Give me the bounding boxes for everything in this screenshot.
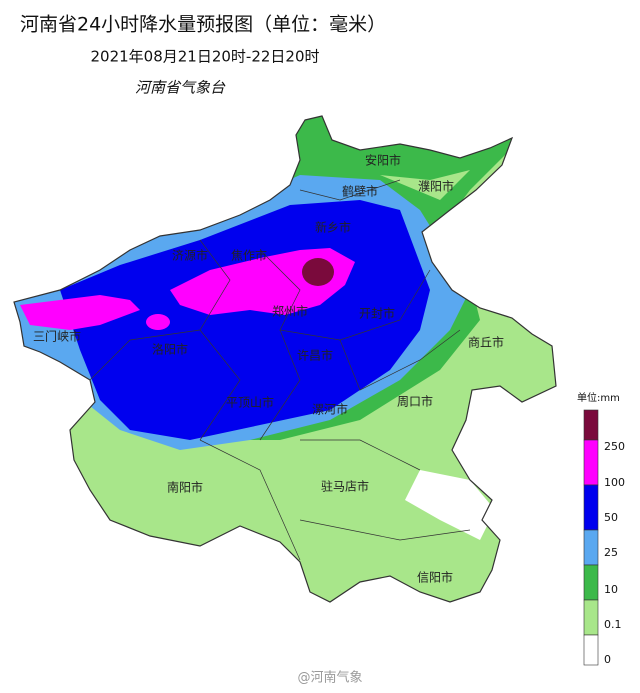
legend-label: 25 [604, 546, 618, 559]
city-label: 焦作市 [231, 248, 267, 263]
legend-swatch [583, 409, 599, 441]
legend-swatch [583, 529, 599, 566]
legend-swatch [583, 564, 599, 601]
city-label: 新乡市 [315, 220, 351, 235]
city-label: 开封市 [359, 306, 395, 321]
city-label: 濮阳市 [418, 179, 454, 194]
legend-label: 250 [604, 440, 625, 453]
title: 河南省24小时降水量预报图（单位：毫米） [20, 14, 386, 36]
legend-swatch [583, 599, 599, 636]
city-label: 济源市 [172, 248, 208, 263]
issuer: 河南省气象台 [135, 79, 226, 97]
city-label: 商丘市 [468, 335, 504, 350]
legend-label: 0 [604, 653, 611, 666]
city-label: 平顶山市 [226, 395, 274, 410]
city-label: 许昌市 [297, 348, 333, 363]
city-label: 安阳市 [365, 153, 401, 168]
subtitle: 2021年08月21日20时-22日20时 [90, 48, 319, 66]
city-label: 漯河市 [312, 402, 348, 417]
city-label: 信阳市 [417, 570, 453, 585]
city-label: 郑州市 [272, 304, 308, 319]
legend-unit: 单位:mm [577, 391, 620, 404]
legend-label: 100 [604, 476, 625, 489]
city-label: 周口市 [397, 394, 433, 409]
watermark: @河南气象 [297, 670, 362, 686]
city-label: 三门峡市 [33, 329, 81, 344]
legend-label: 10 [604, 583, 618, 596]
legend-swatch [583, 439, 599, 486]
city-borders [89, 179, 471, 561]
city-label: 南阳市 [167, 480, 203, 495]
legend-label: 50 [604, 511, 618, 524]
city-label: 鹤壁市 [342, 184, 378, 199]
province-border [13, 115, 557, 603]
legend-label: 0.1 [604, 618, 622, 631]
legend-swatch [583, 484, 599, 531]
legend: 250 100 50 25 10 0.1 0 [583, 409, 625, 666]
city-label: 洛阳市 [152, 342, 188, 357]
legend-swatch [583, 634, 599, 666]
city-label: 驻马店市 [321, 479, 369, 494]
